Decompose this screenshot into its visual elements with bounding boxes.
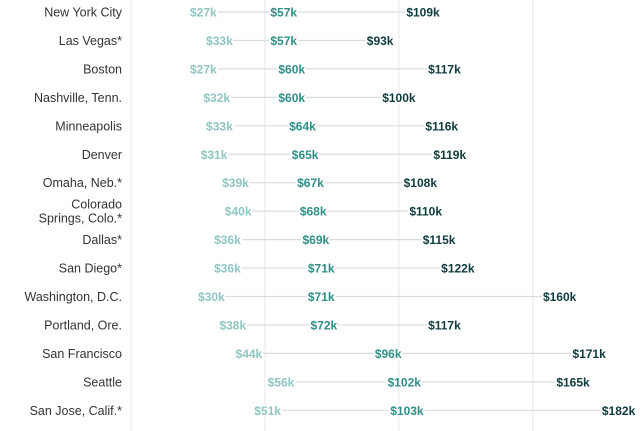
low-value-label: $39k [222, 176, 249, 190]
city-label: Omaha, Neb.* [43, 176, 122, 190]
low-value-label: $36k [214, 262, 241, 276]
high-value-label: $116k [425, 119, 458, 133]
city-label: Seattle [83, 375, 122, 389]
high-value-label: $117k [428, 62, 461, 76]
low-value-label: $31k [201, 148, 228, 162]
median-value-label: $64k [289, 119, 316, 133]
low-value-label: $30k [198, 290, 225, 304]
low-value-label: $40k [225, 205, 252, 219]
median-value-label: $67k [297, 176, 324, 190]
low-value-label: $56k [268, 375, 295, 389]
city-label: Las Vegas* [59, 34, 122, 48]
city-label: Colorado [71, 198, 122, 212]
median-value-label: $60k [278, 62, 305, 76]
low-value-label: $51k [254, 404, 281, 418]
high-value-label: $182k [602, 404, 636, 418]
city-label: Springs, Colo.* [39, 212, 123, 226]
high-value-label: $115k [423, 233, 456, 247]
city-label: Dallas* [82, 233, 122, 247]
median-value-label: $57k [270, 6, 297, 20]
median-value-label: $69k [302, 233, 329, 247]
median-value-label: $60k [278, 91, 305, 105]
high-value-label: $171k [572, 347, 606, 361]
city-label: Boston [83, 62, 122, 76]
high-value-label: $160k [543, 290, 577, 304]
city-label: Minneapolis [55, 119, 122, 133]
median-value-label: $57k [270, 34, 297, 48]
high-value-label: $117k [428, 318, 461, 332]
median-value-label: $72k [311, 318, 338, 332]
low-value-label: $32k [203, 91, 230, 105]
city-label: Nashville, Tenn. [34, 91, 122, 105]
low-value-label: $33k [206, 119, 233, 133]
median-value-label: $71k [308, 262, 335, 276]
median-value-label: $96k [375, 347, 402, 361]
high-value-label: $100k [382, 91, 416, 105]
city-label: Washington, D.C. [25, 290, 123, 304]
low-value-label: $27k [190, 6, 217, 20]
high-value-label: $109k [406, 6, 440, 20]
median-value-label: $103k [390, 404, 424, 418]
low-value-label: $33k [206, 34, 233, 48]
median-value-label: $68k [300, 205, 327, 219]
city-label: Portland, Ore. [44, 318, 122, 332]
high-value-label: $165k [556, 375, 590, 389]
city-label: San Francisco [42, 347, 122, 361]
high-value-label: $93k [367, 34, 394, 48]
low-value-label: $36k [214, 233, 241, 247]
low-value-label: $27k [190, 62, 217, 76]
city-label: New York City [44, 6, 123, 20]
high-value-label: $119k [433, 148, 466, 162]
median-value-label: $102k [388, 375, 422, 389]
high-value-label: $110k [409, 205, 442, 219]
high-value-label: $108k [404, 176, 438, 190]
low-value-label: $44k [236, 347, 263, 361]
city-label: San Diego* [59, 262, 122, 276]
city-label: Denver [82, 148, 122, 162]
low-value-label: $38k [219, 318, 246, 332]
median-value-label: $71k [308, 290, 335, 304]
median-value-label: $65k [292, 148, 319, 162]
high-value-label: $122k [441, 262, 475, 276]
city-label: San Jose, Calif.* [30, 404, 123, 418]
